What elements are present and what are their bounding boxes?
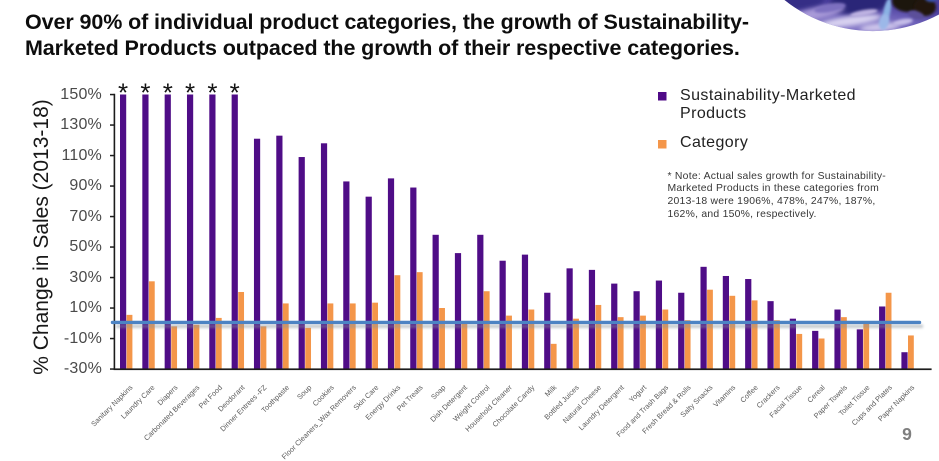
svg-text:*: * (140, 78, 150, 108)
svg-text:*: * (118, 78, 128, 108)
svg-text:*: * (207, 78, 217, 108)
svg-text:*: * (230, 78, 240, 108)
svg-text:*: * (163, 78, 173, 108)
svg-text:*: * (185, 78, 195, 108)
